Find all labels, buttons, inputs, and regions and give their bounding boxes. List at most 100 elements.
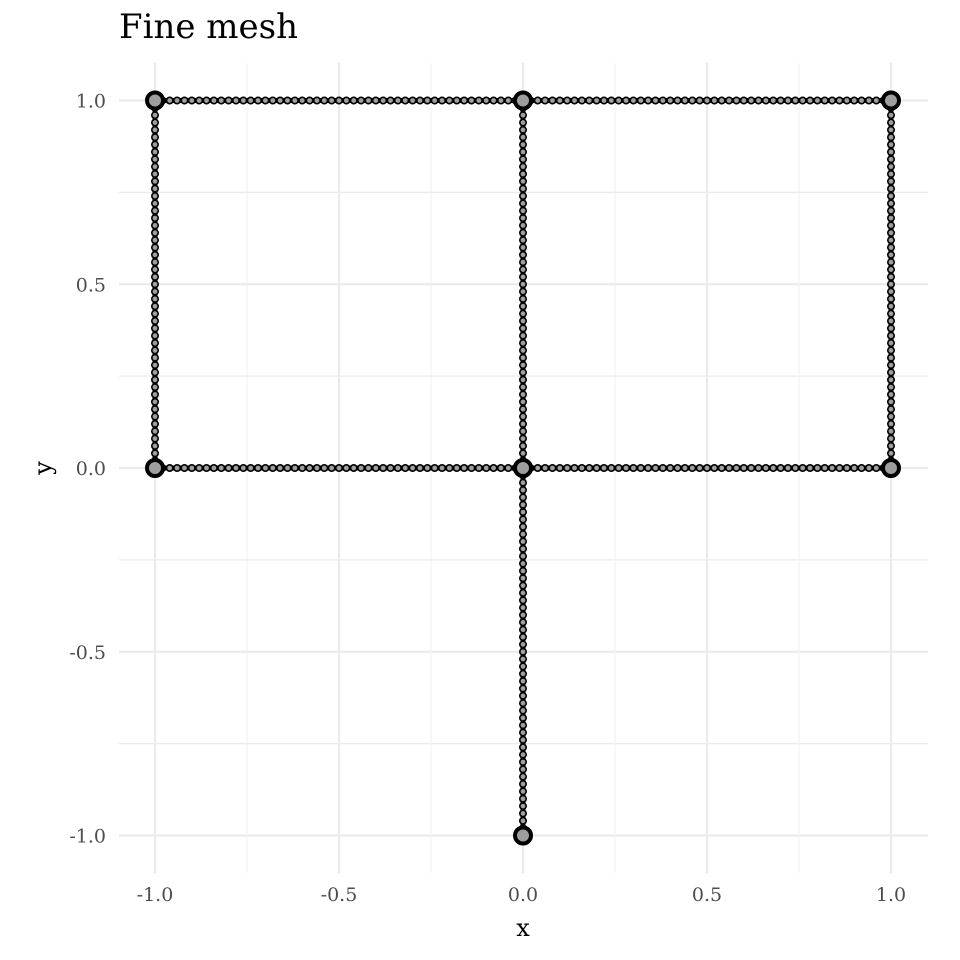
mesh-point xyxy=(518,486,527,495)
mesh-point xyxy=(224,463,233,472)
mesh-point xyxy=(555,96,564,105)
mesh-point xyxy=(254,463,263,472)
mesh-point xyxy=(886,331,895,340)
mesh-point xyxy=(702,463,711,472)
mesh-point xyxy=(688,463,697,472)
mesh-point xyxy=(629,96,638,105)
mesh-point xyxy=(518,111,527,120)
mesh-point xyxy=(886,140,895,149)
mesh-point xyxy=(886,427,895,436)
mesh-point xyxy=(151,265,160,274)
mesh-point xyxy=(151,272,160,281)
mesh-point xyxy=(518,287,527,296)
mesh-point xyxy=(666,463,675,472)
mesh-point xyxy=(371,96,380,105)
x-tick-labels: -1.0 -0.5 0.0 0.5 1.0 xyxy=(137,884,906,906)
mesh-point xyxy=(886,412,895,421)
mesh-point xyxy=(349,463,358,472)
mesh-point xyxy=(864,96,873,105)
mesh-point xyxy=(151,243,160,252)
mesh-point xyxy=(518,508,527,517)
mesh-point xyxy=(518,493,527,502)
mesh-point xyxy=(518,802,527,811)
mesh-point xyxy=(445,463,454,472)
mesh-point xyxy=(209,463,218,472)
mesh-point xyxy=(518,346,527,355)
mesh-point xyxy=(886,228,895,237)
y-tick-label: 0.0 xyxy=(76,458,106,480)
mesh-point xyxy=(518,537,527,546)
mesh-point xyxy=(305,96,314,105)
mesh-point xyxy=(518,375,527,384)
mesh-point xyxy=(173,463,182,472)
mesh-point xyxy=(886,368,895,377)
mesh-point xyxy=(438,463,447,472)
mesh-point xyxy=(850,96,859,105)
mesh-point xyxy=(644,96,653,105)
mesh-point xyxy=(460,463,469,472)
mesh-point xyxy=(518,559,527,568)
mesh-point xyxy=(151,206,160,215)
mesh-point xyxy=(401,463,410,472)
mesh-point xyxy=(386,96,395,105)
mesh-point xyxy=(629,463,638,472)
mesh-point xyxy=(357,463,366,472)
mesh-point xyxy=(467,96,476,105)
mesh-point xyxy=(518,552,527,561)
mesh-point xyxy=(518,655,527,664)
mesh-point xyxy=(187,96,196,105)
mesh-point xyxy=(607,96,616,105)
mesh-point xyxy=(231,96,240,105)
mesh-point xyxy=(518,603,527,612)
mesh-point xyxy=(151,427,160,436)
mesh-point xyxy=(518,765,527,774)
mesh-point xyxy=(283,96,292,105)
x-tick-label: -0.5 xyxy=(321,884,358,906)
mesh-point xyxy=(518,265,527,274)
mesh-point xyxy=(806,463,815,472)
mesh-point xyxy=(165,96,174,105)
mesh-point xyxy=(518,331,527,340)
mesh-point xyxy=(518,478,527,487)
mesh-point xyxy=(393,96,402,105)
mesh-point xyxy=(320,463,329,472)
mesh-point xyxy=(393,463,402,472)
mesh-nodes xyxy=(145,90,901,846)
mesh-point xyxy=(408,463,417,472)
mesh-point xyxy=(268,463,277,472)
mesh-point xyxy=(651,96,660,105)
mesh-point xyxy=(754,96,763,105)
mesh-point xyxy=(872,463,881,472)
mesh-point xyxy=(151,309,160,318)
mesh-node xyxy=(513,458,533,478)
mesh-point xyxy=(518,192,527,201)
mesh-point xyxy=(518,199,527,208)
mesh-point xyxy=(401,96,410,105)
mesh-point xyxy=(415,463,424,472)
mesh-point xyxy=(364,96,373,105)
mesh-point xyxy=(680,96,689,105)
mesh-point xyxy=(886,125,895,134)
mesh-point xyxy=(290,96,299,105)
mesh-point xyxy=(518,530,527,539)
mesh-point xyxy=(518,735,527,744)
mesh-point xyxy=(886,434,895,443)
mesh-point xyxy=(592,463,601,472)
mesh-point xyxy=(886,316,895,325)
mesh-point xyxy=(518,243,527,252)
mesh-point xyxy=(864,463,873,472)
mesh-point xyxy=(518,316,527,325)
mesh-point xyxy=(518,221,527,230)
mesh-point xyxy=(791,96,800,105)
mesh-point xyxy=(886,405,895,414)
mesh-point xyxy=(518,162,527,171)
mesh-point xyxy=(298,96,307,105)
mesh-point xyxy=(151,294,160,303)
mesh-point xyxy=(224,96,233,105)
mesh-point xyxy=(151,140,160,149)
mesh-point xyxy=(518,302,527,311)
mesh-point xyxy=(518,699,527,708)
mesh-point xyxy=(151,192,160,201)
mesh-point xyxy=(518,170,527,179)
mesh-point xyxy=(518,206,527,215)
